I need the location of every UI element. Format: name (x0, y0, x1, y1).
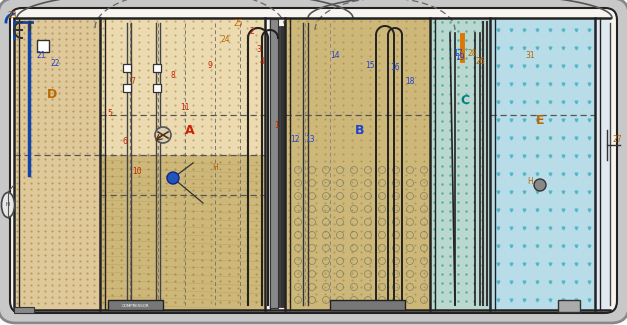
Text: H: H (212, 163, 218, 173)
Text: 11: 11 (180, 103, 190, 112)
Text: 24: 24 (220, 35, 230, 45)
Text: 23: 23 (7, 11, 17, 20)
Bar (285, 18, 430, 310)
FancyBboxPatch shape (108, 300, 163, 310)
Text: 14: 14 (330, 50, 340, 59)
Text: H: H (6, 202, 10, 207)
Text: 25: 25 (233, 20, 243, 29)
Circle shape (155, 127, 171, 143)
Bar (14, 307, 34, 313)
FancyBboxPatch shape (330, 300, 405, 310)
Bar (153, 64, 161, 72)
Bar (153, 84, 161, 92)
Text: 1: 1 (275, 121, 280, 129)
Circle shape (167, 172, 179, 184)
Bar (123, 84, 131, 92)
Text: 22: 22 (50, 58, 60, 68)
Text: 18: 18 (405, 77, 414, 86)
Text: 15: 15 (365, 60, 375, 70)
Bar (14, 18, 100, 310)
Text: C: C (460, 94, 470, 107)
Text: 10: 10 (132, 167, 142, 176)
Text: 8: 8 (171, 71, 176, 80)
Bar (100, 155, 265, 310)
Bar (595, 18, 610, 310)
Text: 2: 2 (250, 28, 255, 36)
Text: 9: 9 (208, 60, 213, 70)
Bar (558, 300, 580, 312)
Text: 6: 6 (122, 137, 127, 147)
Text: 7: 7 (130, 77, 135, 86)
Bar (37, 40, 49, 52)
Text: 19: 19 (455, 53, 465, 61)
Bar (123, 64, 131, 72)
Bar (430, 18, 490, 310)
Bar (270, 19, 278, 308)
Text: D: D (47, 88, 57, 101)
Text: 27: 27 (612, 136, 622, 145)
Text: 4: 4 (260, 58, 265, 67)
FancyBboxPatch shape (10, 8, 617, 313)
Text: H: H (527, 177, 533, 187)
Text: 28: 28 (467, 48, 477, 58)
Text: 12: 12 (290, 136, 300, 145)
Text: 17: 17 (453, 48, 463, 58)
Text: 31: 31 (525, 51, 535, 60)
Text: 5: 5 (108, 109, 112, 118)
Text: A: A (185, 124, 195, 136)
Bar (490, 18, 595, 310)
Ellipse shape (1, 192, 14, 217)
Text: 21: 21 (36, 50, 46, 59)
Text: COMPRESSOR: COMPRESSOR (121, 304, 149, 308)
Text: 3: 3 (256, 46, 261, 55)
Text: E: E (535, 113, 544, 126)
Text: 26: 26 (475, 58, 485, 67)
Text: 16: 16 (390, 63, 400, 72)
Text: B: B (356, 124, 365, 136)
Text: 13: 13 (305, 136, 315, 145)
Bar (100, 18, 265, 155)
Circle shape (534, 179, 546, 191)
